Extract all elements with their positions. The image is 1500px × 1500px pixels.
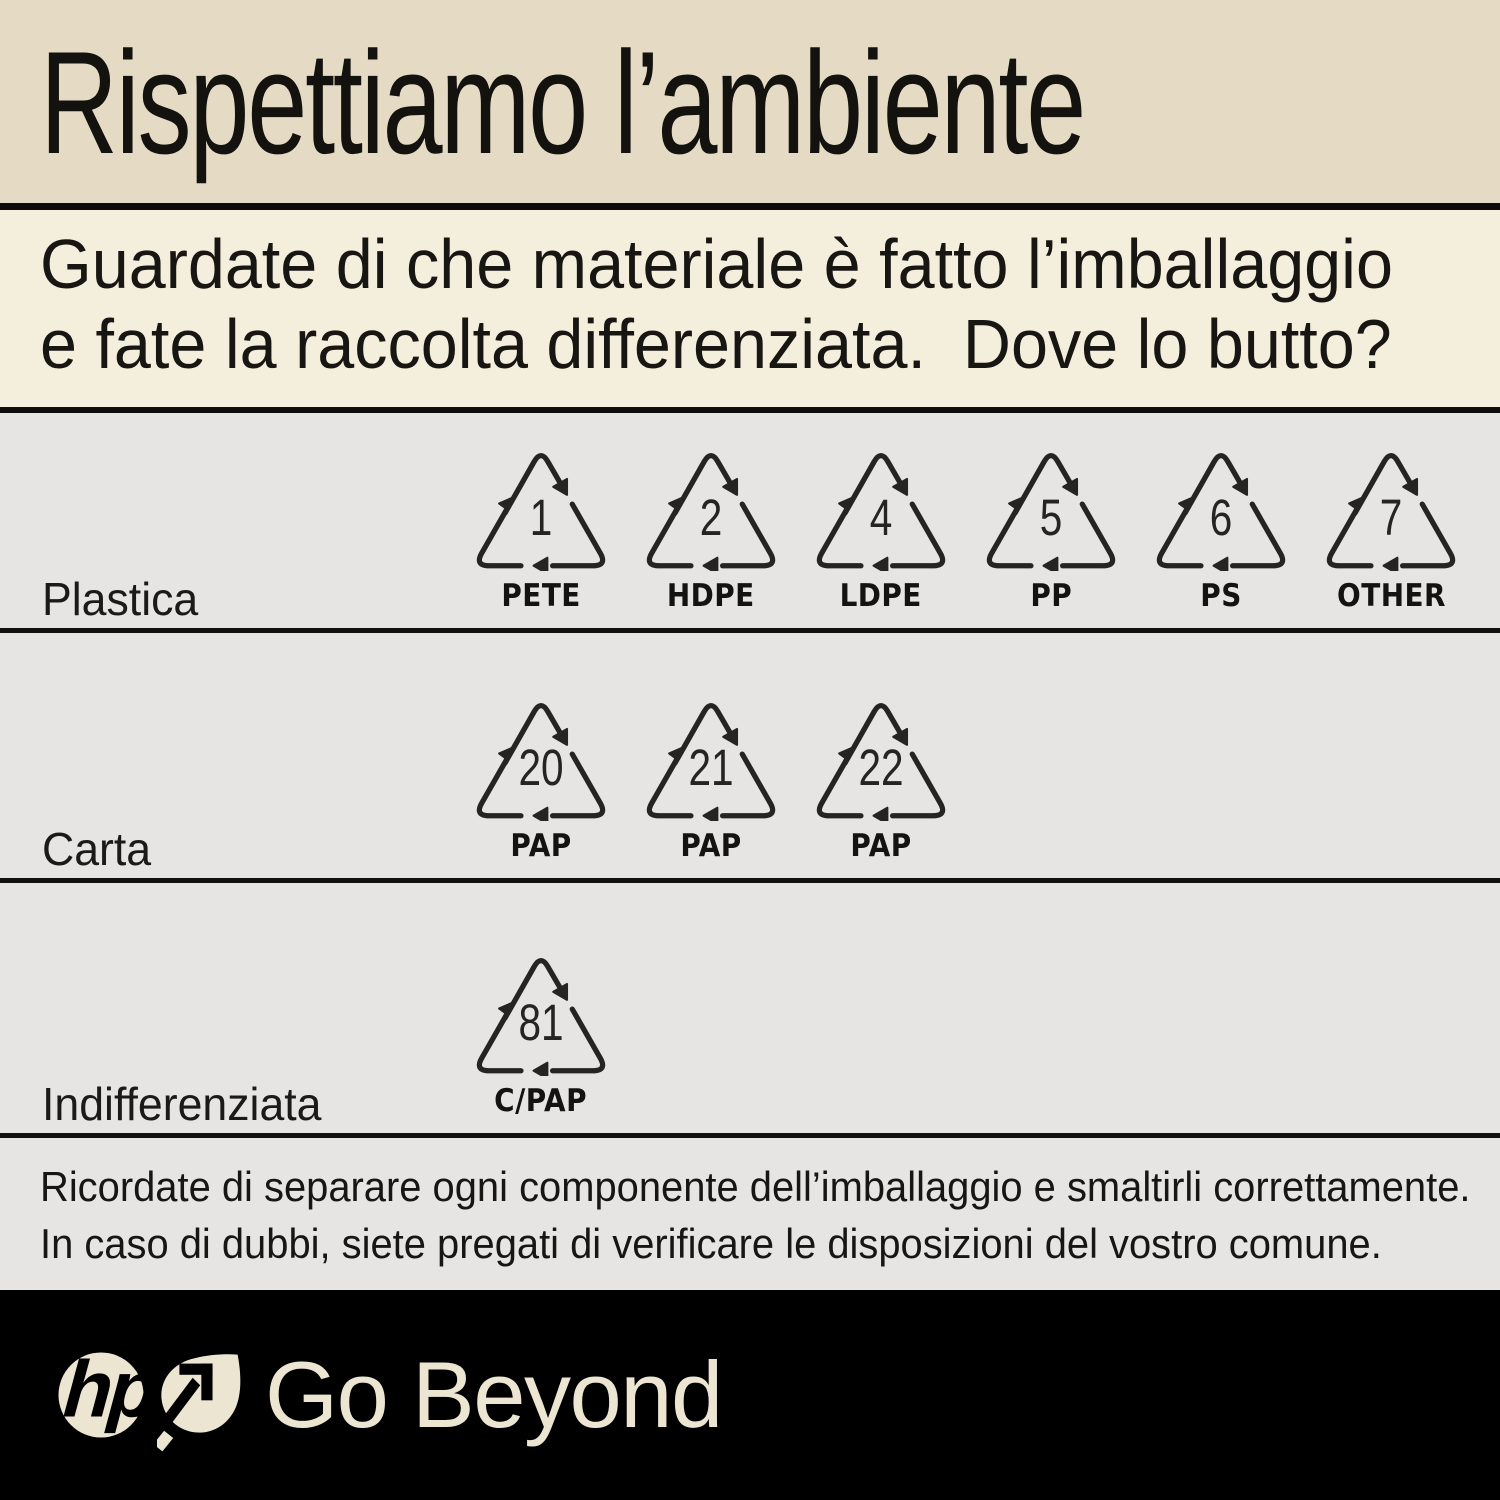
resin-code: 22 [858,739,903,796]
symbol-label: C/PAP [494,1083,588,1119]
symbols-row: 1 PETE 2 HDPE 4 LDPE 5 PP 6 PS 7 OTHER [456,440,1476,614]
material-row-plastica: Plastica 1 PETE 2 HDPE 4 LDPE 5 PP 6 PS [0,413,1500,633]
recycling-triangle-icon: 22 [807,690,955,821]
subtitle-line-1: Guardate di che materiale è fatto l’imba… [40,225,1393,303]
note-line-2: In caso di dubbi, siete pregati di verif… [40,1220,1382,1267]
category-label: Plastica [42,573,199,625]
recycling-triangle-icon: 5 [977,440,1125,571]
subtitle-band: Guardate di che materiale è fatto l’imba… [0,203,1500,413]
recycling-symbol: 4 LDPE [796,440,966,614]
material-row-carta: Carta 20 PAP 21 PAP 22 PAP [0,633,1500,883]
recycling-symbol: 6 PS [1136,440,1306,614]
symbol-label: PETE [501,578,581,614]
recycling-triangle-icon: 20 [467,690,615,821]
symbols-row: 81 C/PAP [456,945,626,1119]
recycling-symbol: 21 PAP [626,690,796,864]
disposal-note: Ricordate di separare ogni componente de… [0,1138,1500,1290]
recycling-symbol: 81 C/PAP [456,945,626,1119]
symbol-label: PS [1200,578,1242,614]
resin-code: 81 [518,994,563,1051]
recycling-triangle-icon: 81 [467,945,615,1076]
page-title: Rispettiamo l’ambiente [40,21,1086,184]
resin-code: 21 [688,739,733,796]
symbol-label: LDPE [839,578,923,614]
recycling-symbol: 7 OTHER [1306,440,1476,614]
recycling-triangle-icon: 6 [1147,440,1295,571]
hp-logo-letters: hp [58,1352,144,1434]
recycling-triangle-icon: 7 [1317,440,1465,571]
tagline: Go Beyond [265,1342,723,1447]
symbol-label: PP [1030,578,1072,614]
footer: hp Go Beyond [0,1290,1500,1500]
subtitle-line-2: e fate la raccolta differenziata. Dove l… [40,305,1392,383]
category-label: Carta [42,823,152,875]
symbol-label: HDPE [667,578,755,614]
go-beyond-arrow-icon [157,1354,241,1452]
recycling-symbol: 1 PETE [456,440,626,614]
symbol-label: PAP [680,828,742,864]
note-line-1: Ricordate di separare ogni componente de… [40,1163,1471,1210]
recycling-symbol: 5 PP [966,440,1136,614]
resin-code: 2 [700,489,723,546]
resin-code: 6 [1210,489,1233,546]
resin-code: 1 [530,489,553,546]
resin-code: 20 [518,739,563,796]
recycling-triangle-icon: 21 [637,690,785,821]
recycling-symbol: 2 HDPE [626,440,796,614]
category-label: Indifferenziata [42,1078,322,1130]
symbol-label: PAP [850,828,912,864]
recycling-triangle-icon: 2 [637,440,785,571]
material-row-indifferenziata: Indifferenziata 81 C/PAP [0,883,1500,1138]
recycling-triangle-icon: 1 [467,440,615,571]
resin-code: 4 [870,489,893,546]
header-band: Rispettiamo l’ambiente [0,0,1500,203]
symbol-label: PAP [510,828,572,864]
symbol-label: OTHER [1336,578,1446,614]
resin-code: 7 [1380,489,1403,546]
hp-logo: hp [58,1352,144,1438]
recycling-symbol: 20 PAP [456,690,626,864]
symbols-row: 20 PAP 21 PAP 22 PAP [456,690,966,864]
recycling-symbol: 22 PAP [796,690,966,864]
resin-code: 5 [1040,489,1063,546]
recycling-triangle-icon: 4 [807,440,955,571]
